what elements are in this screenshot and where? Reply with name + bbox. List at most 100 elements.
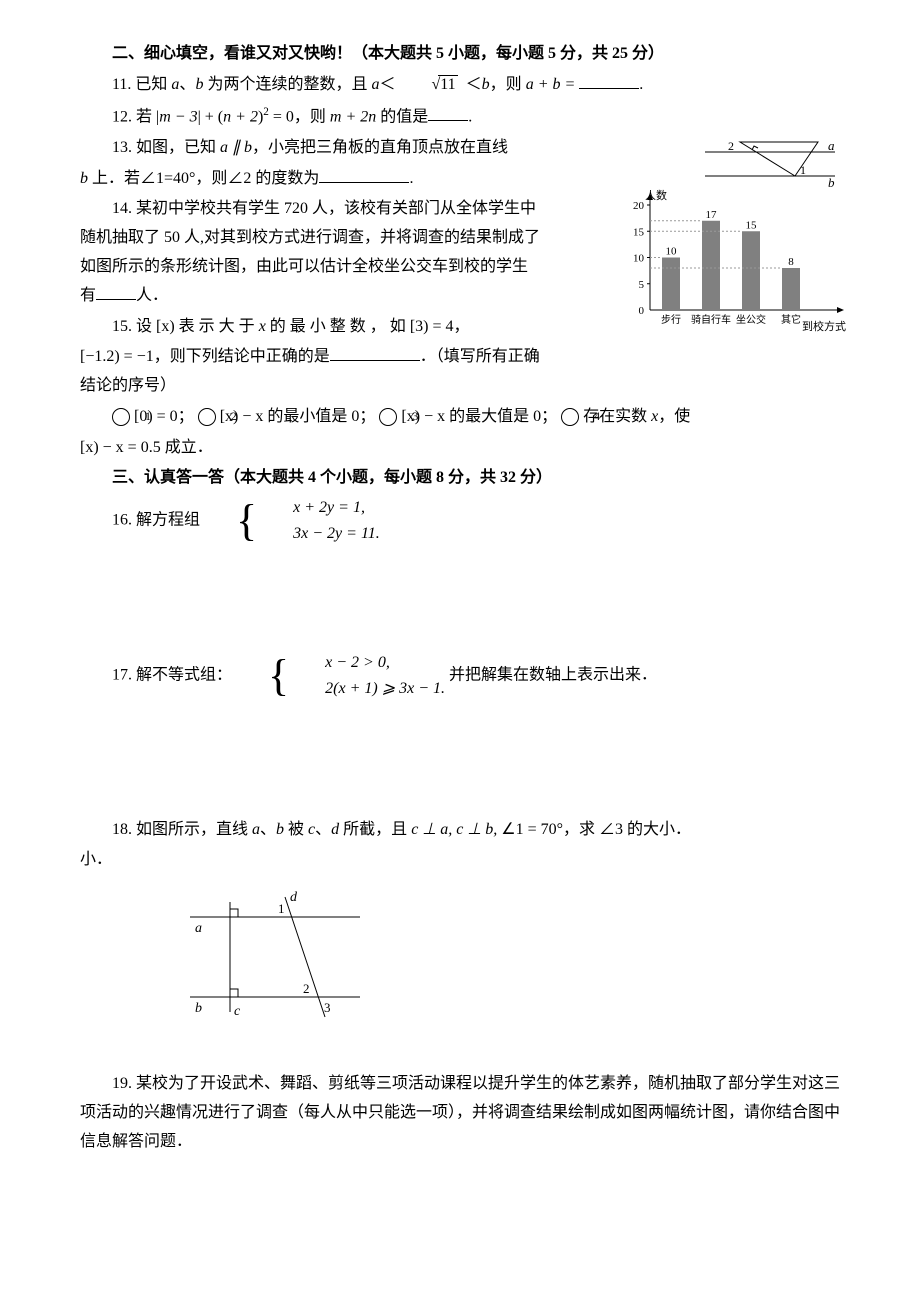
left-brace-icon: { [236,658,289,693]
q19-t: 某校为了开设武术、舞蹈、剪纸等三项活动课程以提升学生的体艺素养，随机抽取了部分学… [80,1075,840,1150]
question-18: 18. 如图所示，直线 a、b 被 c、d 所截，且 c ⊥ a, c ⊥ b,… [80,816,840,845]
svg-text:8: 8 [788,256,794,268]
q15-o3a: [x) − x [401,408,445,425]
q11-expr: a + b = [526,76,576,93]
q11-b2: b [482,76,490,93]
q15-options: 1 [0) = 0； 2 [x) − x 的最小值是 0； 3 [x) − x … [80,403,840,432]
q18-ang: ∠1 = 70° [501,821,563,838]
q16-l2: 3x − 2y = 11. [261,521,380,547]
question-14-15-block: 14. 某初中学校共有学生 720 人，该校有关部门从全体学生中随机抽取了 50… [80,195,840,401]
q13-l2b: 上．若∠1=40°，则∠2 的度数为 [88,170,319,187]
circled-3-icon: 3 [379,408,397,426]
q15-o2b: 的最小值是 0； [263,408,375,425]
q12-t2: 的值是 [376,108,428,125]
svg-text:步行: 步行 [661,313,681,326]
blank [579,72,639,89]
q17-l1: x − 2 > 0, [293,650,445,676]
fig18-3: 3 [324,1000,331,1015]
svg-text:5: 5 [639,279,645,291]
q12-eq0: = 0 [269,108,294,125]
q18-t2: 、 [260,821,276,838]
question-14: 14. 某初中学校共有学生 720 人，该校有关部门从全体学生中随机抽取了 50… [80,195,540,310]
q15-o2a: [x) − x [220,408,264,425]
q11-num: 11. [112,76,131,93]
blank [428,104,468,121]
question-16: 16. 解方程组 { x + 2y = 1, 3x − 2y = 11. [80,495,840,546]
q15-t3: 的 最 小 整 数 ， 如 [266,318,410,335]
svg-text:到校方式: 到校方式 [802,319,846,333]
q12-pre: 若 [136,108,156,125]
q18-tail-line: 小． [80,846,840,875]
q15-bx: [x) [156,318,175,335]
fig18-d: d [290,890,298,905]
blank [96,283,136,300]
fig18-2: 2 [303,981,310,996]
q15-o5b: 成立． [161,439,213,456]
q15-o5: [x) − x = 0.5 [80,439,161,456]
question-19: 19. 某校为了开设武术、舞蹈、剪纸等三项活动课程以提升学生的体艺素养，随机抽取… [80,1070,840,1156]
q15-o3b: 的最大值是 0； [445,408,557,425]
sqrt-icon: √11 [399,71,457,100]
circled-2-icon: 2 [198,408,216,426]
question-15: 15. 设 [x) 表 示 大 于 x 的 最 小 整 数 ， 如 [3) = … [80,313,540,342]
figure-13: a b 1 2 [700,134,840,189]
figure-18: a b c d 1 2 3 [170,887,380,1027]
q16-num: 16. [112,512,132,529]
fig13-2: 2 [728,139,734,153]
q13-l1b: ，小亮把三角板的直角顶点放在直线 [252,139,508,156]
question-12: 12. 若 |m − 3| + (n + 2)2 = 0，则 m + 2n 的值… [80,102,840,132]
q15-e1: [3) = 4 [410,318,454,335]
fig13-a: a [828,138,835,153]
q12-absin: m − 3 [159,108,197,125]
q11-t3: ，则 [490,76,526,93]
svg-text:17: 17 [706,209,718,221]
question-11: 11. 已知 a、b 为两个连续的整数，且 a＜ √11 ＜b，则 a + b … [80,71,840,100]
svg-text:坐公交: 坐公交 [736,313,766,326]
q11-rad: 11 [438,75,457,93]
fig18-1: 1 [278,901,285,916]
q13-line1: 13. 如图，已知 a ∥ b，小亮把三角板的直角顶点放在直线 [80,134,600,163]
question-17: 17. 解不等式组： { x − 2 > 0, 2(x + 1) ⩾ 3x − … [80,650,840,701]
q12-plus: + ( [201,108,223,125]
svg-text:10: 10 [633,253,645,265]
svg-text:人数: 人数 [645,189,667,202]
left-brace-icon: { [204,503,257,538]
q15-num: 15. [112,318,132,335]
q12-expr: m + 2n [330,108,376,125]
q18-b: b [276,821,284,838]
q18-t6: ，求 ∠3 的大小． [563,821,691,838]
q15-t4: ， [454,318,470,335]
fig18-b: b [195,1001,202,1016]
q18-num: 18. [112,821,132,838]
q18-perp: c ⊥ a, c ⊥ b, [411,821,501,838]
fig18-a: a [195,921,202,936]
brace-icon: { x + 2y = 1, 3x − 2y = 11. [204,495,380,546]
q18-a: a [252,821,260,838]
q15-x: x [259,318,266,335]
q12-t1: ，则 [294,108,330,125]
q11-s1: 、 [179,76,195,93]
q17-pre: 解不等式组： [136,667,232,684]
circled-1-icon: 1 [112,408,130,426]
q18-t5: 所截，且 [339,821,411,838]
blank [330,344,420,361]
q18-t3: 被 [284,821,308,838]
q12-tail: . [468,108,472,125]
q13-tail: . [409,170,413,187]
section-2-title: 二、细心填空，看谁又对又快哟！（本大题共 5 小题，每小题 5 分，共 25 分… [80,40,840,69]
q13-l1a: 如图，已知 [136,139,220,156]
blank [319,166,409,183]
brace-icon: { x − 2 > 0, 2(x + 1) ⩾ 3x − 1. [236,650,445,701]
q15-t5: ，则下列结论中正确的是 [154,348,330,365]
q13-num: 13. [112,139,132,156]
fig13-1: 1 [800,163,806,177]
q12-num: 12. [112,108,132,125]
q16-l1: x + 2y = 1, [261,495,380,521]
q16-pre: 解方程组 [136,512,204,529]
q15-o4b: ，使 [658,408,690,425]
q11-lt2: ＜ [466,76,482,93]
svg-text:0: 0 [639,305,645,317]
svg-text:15: 15 [746,220,758,232]
svg-text:15: 15 [633,227,645,239]
q18-d: d [331,821,339,838]
